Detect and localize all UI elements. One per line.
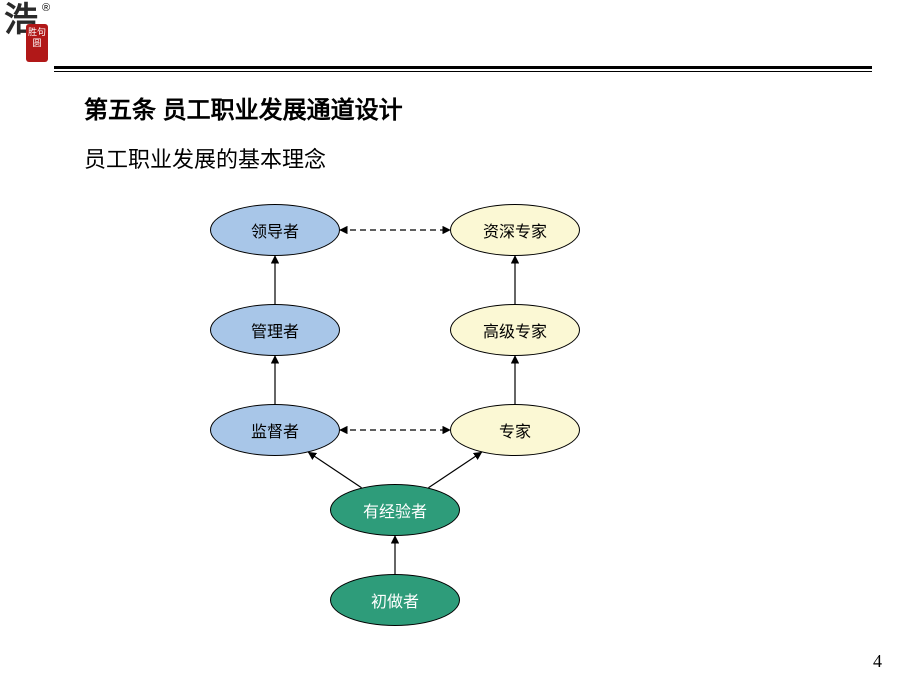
registered-mark: ®	[42, 2, 50, 14]
node-experienced: 有经验者	[330, 484, 460, 536]
node-senior_exp: 资深专家	[450, 204, 580, 256]
career-path-diagram: 领导者 资深专家管理者 高级专家监督者 专家有经验者初做者	[0, 180, 920, 660]
page-title: 第五条 员工职业发展通道设计	[84, 90, 403, 125]
node-manager: 管理者	[210, 304, 340, 356]
page-subtitle: 员工职业发展的基本理念	[84, 142, 326, 174]
node-adv_exp: 高级专家	[450, 304, 580, 356]
header-rule-thin	[54, 71, 872, 72]
logo-seal: 胜句圆	[26, 24, 48, 62]
header-rule-thick	[54, 66, 872, 69]
node-leader: 领导者	[210, 204, 340, 256]
node-supervisor: 监督者	[210, 404, 340, 456]
logo: ® 浩 胜句圆	[4, 2, 50, 64]
edge-experienced-expert	[428, 452, 481, 487]
page-number: 4	[873, 651, 882, 672]
node-beginner: 初做者	[330, 574, 460, 626]
edge-experienced-supervisor	[308, 452, 361, 487]
node-expert: 专家	[450, 404, 580, 456]
